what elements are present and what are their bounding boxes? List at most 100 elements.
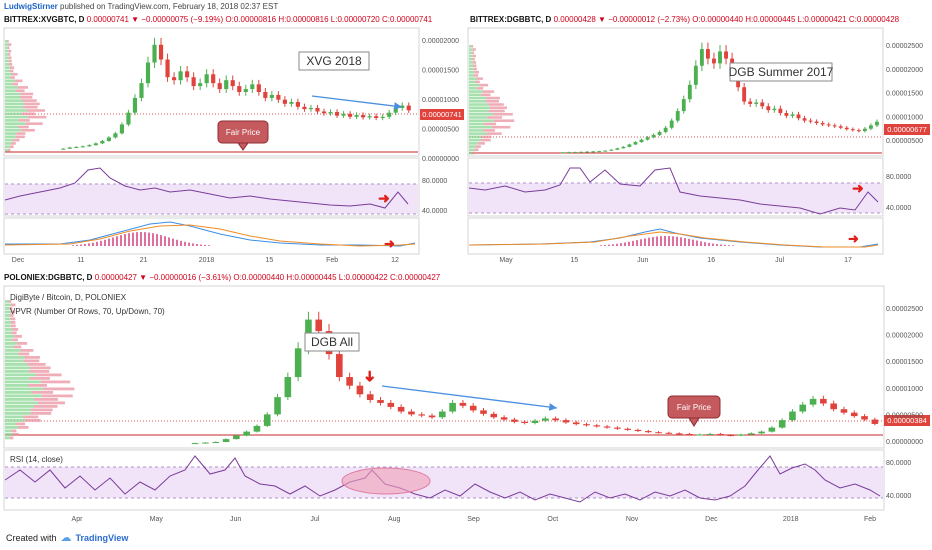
dgb-price-label-box [884, 124, 930, 135]
vp-bar-down [480, 93, 491, 97]
candle-body [263, 92, 268, 98]
vp-bar-down [7, 53, 11, 56]
xvg-title-box [298, 51, 370, 71]
candle-body [830, 403, 837, 410]
y-tick-label: 40.0000 [886, 493, 911, 500]
all-price-pane[interactable] [3, 285, 885, 449]
macd-bar [664, 236, 666, 246]
vp-bar-down [31, 408, 53, 412]
vp-bar-down [20, 92, 34, 96]
candle-body [315, 107, 320, 112]
macd-bar [704, 242, 706, 246]
vp-bar-up [5, 56, 9, 60]
all-rsi-pane[interactable] [3, 449, 885, 511]
candle-body [696, 434, 704, 436]
x-tick-label: 17 [844, 257, 852, 264]
xvg-macd-pane[interactable] [3, 217, 420, 255]
candle-body [778, 108, 783, 113]
dgb-rsi-red-arrow-icon: ➜ [852, 180, 864, 196]
candle-body [614, 427, 621, 429]
candle-body [237, 86, 242, 92]
x-tick-label: Dec [12, 257, 25, 264]
vp-bar-down [43, 387, 75, 391]
candle-body [480, 410, 487, 414]
vp-bar-up [5, 89, 16, 93]
macd-bar [80, 244, 82, 246]
candle-body [603, 426, 611, 428]
xvg-rsi-pane[interactable] [3, 157, 420, 217]
vp-bar-down [30, 366, 51, 370]
candle-body [562, 420, 570, 423]
vp-bar-up [5, 69, 10, 73]
candle-body [294, 348, 302, 378]
x-tick-label: Jul [310, 516, 319, 523]
publisher-username[interactable]: LudwigStirner [4, 2, 58, 11]
x-tick-label: Feb [864, 516, 876, 523]
vp-bar-down [24, 356, 40, 359]
y-tick-label: 0.00001000 [886, 386, 923, 393]
publisher-line: LudwigStirner published on TradingView.c… [4, 2, 278, 11]
candle-body [119, 124, 125, 134]
vp-bar-down [8, 56, 12, 60]
vp-bar-up [5, 102, 25, 106]
vp-bar-up [5, 401, 38, 405]
candle-body [418, 414, 426, 416]
vp-bar-down [9, 69, 14, 73]
x-tick-label: Dec [705, 516, 718, 523]
y-tick-label: 0.00000000 [886, 439, 923, 446]
vp-bar-up [5, 377, 30, 380]
vp-bar-down [23, 359, 40, 363]
macd-bar [676, 236, 678, 246]
y-tick-label: 0.00002000 [886, 67, 923, 74]
vp-bar-up [5, 436, 10, 440]
vp-bar-up [5, 415, 24, 419]
xvg-price-pane[interactable] [3, 27, 420, 157]
vp-bar-up [5, 422, 17, 426]
dgb-rsi-pane[interactable] [467, 157, 884, 217]
vp-bar-up [469, 148, 475, 152]
macd-bar [620, 243, 622, 246]
charts-canvas[interactable]: ➜ ➜ ➜ ➜ ➜ XVG 2018 DGB Summer 2017 DGB A… [0, 0, 932, 530]
vp-bar-up [5, 86, 18, 89]
macd-bar [684, 238, 686, 246]
xvg-rsi-line [4, 167, 409, 209]
vp-bar-up [5, 105, 23, 109]
candle-body [347, 113, 353, 117]
candle-body [377, 400, 384, 403]
vp-bar-down [20, 96, 33, 99]
dgb-price-pane[interactable] [467, 27, 884, 157]
macd-bar [628, 241, 630, 246]
vp-bar-down [8, 300, 12, 303]
candle-body [737, 434, 745, 436]
x-tick-label: May [150, 516, 164, 523]
vp-bar-down [487, 116, 503, 119]
candle-body [802, 118, 807, 121]
vp-bar-up [5, 79, 15, 83]
candle-body [542, 418, 549, 421]
candle-body [256, 84, 261, 92]
y-tick-label: 0.00000500 [886, 412, 923, 419]
all-volume-profile [5, 300, 75, 440]
candle-body [61, 148, 66, 150]
vp-bar-up [5, 46, 8, 50]
dgb-macd-pane[interactable] [467, 217, 884, 255]
vp-bar-up [469, 61, 473, 64]
macd-bar [728, 245, 730, 246]
all-rsi-line [4, 455, 881, 503]
vp-bar-down [11, 72, 18, 76]
candle-body [675, 433, 683, 435]
candle-body [230, 80, 235, 87]
macd-bar [732, 245, 734, 246]
x-tick-label: Jul [775, 257, 784, 264]
candle-body [243, 89, 248, 92]
candle-body [840, 409, 848, 413]
y-tick-label: 80.0000 [886, 174, 911, 181]
vp-bar-down [473, 64, 477, 67]
vp-bar-down [30, 412, 52, 415]
candle-body [511, 419, 518, 422]
tradingview-brand[interactable]: TradingView [75, 532, 129, 543]
candle-body [191, 77, 196, 87]
candle-body [139, 83, 144, 98]
candle-body [212, 441, 220, 443]
vp-bar-down [27, 115, 47, 119]
